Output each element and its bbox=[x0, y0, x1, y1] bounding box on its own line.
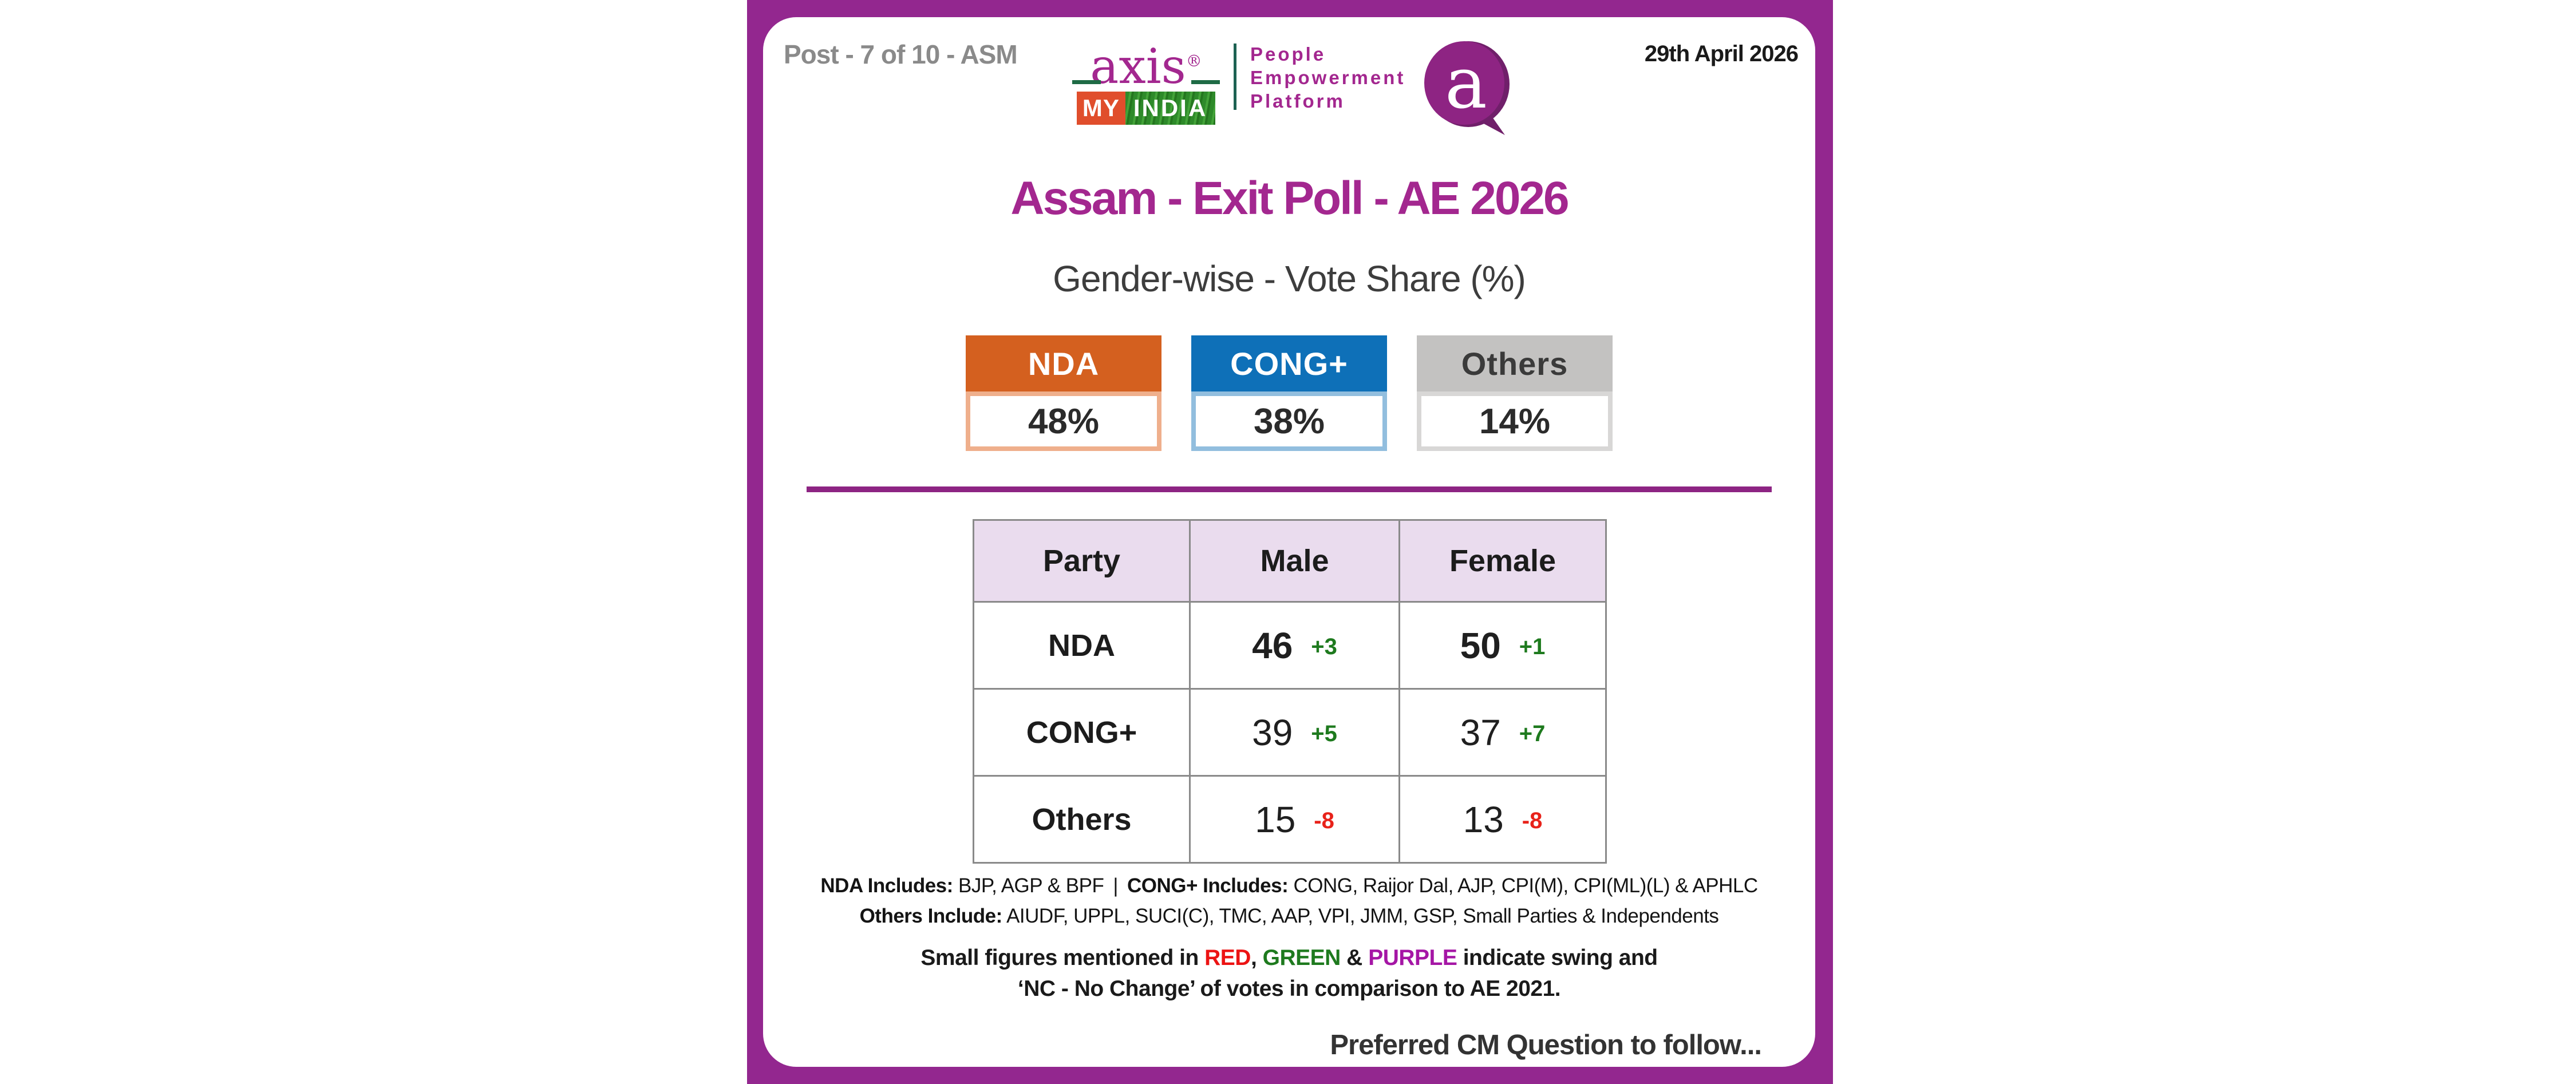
axis-wordmark-block: axis® MY INDIA bbox=[1072, 39, 1220, 125]
footnote-nda-label: NDA Includes: bbox=[820, 875, 953, 897]
footnote-separator: | bbox=[1113, 875, 1118, 897]
page-title: Assam - Exit Poll - AE 2026 bbox=[1010, 172, 1569, 224]
logo-india-box: INDIA bbox=[1125, 92, 1216, 125]
cong-male-swing: +5 bbox=[1311, 721, 1337, 746]
tagline-line-3: Platform bbox=[1250, 90, 1345, 112]
footnote-others-label: Others Include: bbox=[859, 905, 1003, 927]
disclaimer-text-2: indicate swing and bbox=[1457, 945, 1658, 970]
tagline-line-2: Empowerment bbox=[1250, 67, 1406, 88]
disclaimer-comma: , bbox=[1250, 945, 1263, 970]
logo-vertical-divider bbox=[1234, 43, 1236, 110]
row-others-male-cell: 15 -8 bbox=[1189, 775, 1398, 862]
logo-my-box: MY bbox=[1076, 92, 1125, 125]
disclaimer-green-word: GREEN bbox=[1262, 945, 1341, 970]
disclaimer-text-1: Small figures mentioned in bbox=[920, 945, 1205, 970]
speech-bubble-icon: a bbox=[1424, 41, 1510, 135]
summary-value-nda: 48% bbox=[966, 391, 1161, 451]
footnote-others-text: AIUDF, UPPL, SUCI(C), TMC, AAP, VPI, JMM… bbox=[1002, 905, 1719, 927]
infographic-card: Post - 7 of 10 - ASM 29th April 2026 axi… bbox=[763, 17, 1815, 1067]
row-cong-party: CONG+ bbox=[974, 688, 1189, 775]
row-cong-male-cell: 39 +5 bbox=[1189, 688, 1398, 775]
footnote-line-2: Others Include: AIUDF, UPPL, SUCI(C), TM… bbox=[763, 905, 1815, 928]
axis-wordmark: axis® bbox=[1090, 39, 1202, 90]
tagline-line-1: People bbox=[1250, 43, 1326, 65]
summary-value-others: 14% bbox=[1417, 391, 1613, 451]
bubble-letter: a bbox=[1445, 42, 1487, 125]
row-others-female-cell: 13 -8 bbox=[1398, 775, 1605, 862]
footnote-cong-text: CONG, Raijor Dal, AJP, CPI(M), CPI(ML)(L… bbox=[1288, 875, 1758, 897]
others-male-value: 15 bbox=[1255, 798, 1296, 840]
date-label: 29th April 2026 bbox=[1644, 41, 1799, 66]
disclaimer-purple-word: PURPLE bbox=[1368, 945, 1457, 970]
row-nda-party: NDA bbox=[974, 601, 1189, 688]
disclaimer-amp: & bbox=[1340, 945, 1369, 970]
my-india-block: MY INDIA bbox=[1076, 92, 1216, 125]
col-header-party: Party bbox=[974, 521, 1189, 601]
cong-female-value: 37 bbox=[1460, 711, 1501, 753]
disclaimer-line-2: ‘NC - No Change’ of votes in comparison … bbox=[1017, 976, 1561, 1001]
disclaimer-red-word: RED bbox=[1204, 945, 1251, 970]
summary-box-nda: NDA 48% bbox=[966, 335, 1161, 451]
axis-my-india-logo: axis® MY INDIA People Empowerment Platfo… bbox=[1072, 39, 1512, 136]
summary-label-cong: CONG+ bbox=[1191, 335, 1387, 391]
registered-trademark-icon: ® bbox=[1186, 52, 1202, 70]
row-cong-female-cell: 37 +7 bbox=[1398, 688, 1605, 775]
disclaimer-line-1: Small figures mentioned in RED, GREEN & … bbox=[763, 945, 1815, 971]
purple-frame: Post - 7 of 10 - ASM 29th April 2026 axi… bbox=[747, 0, 1833, 1084]
post-sequence-label: Post - 7 of 10 - ASM bbox=[784, 39, 1018, 69]
nda-female-swing: +1 bbox=[1519, 634, 1546, 659]
col-header-male: Male bbox=[1189, 521, 1398, 601]
row-others-party: Others bbox=[974, 775, 1189, 862]
others-female-swing: -8 bbox=[1522, 808, 1543, 833]
logo-tagline: People Empowerment Platform bbox=[1250, 42, 1405, 113]
others-female-value: 13 bbox=[1463, 798, 1504, 840]
nda-female-value: 50 bbox=[1460, 624, 1501, 666]
row-nda-female-cell: 50 +1 bbox=[1398, 601, 1605, 688]
summary-box-cong: CONG+ 38% bbox=[1191, 335, 1387, 451]
summary-label-nda: NDA bbox=[966, 335, 1161, 391]
row-nda-male-cell: 46 +3 bbox=[1189, 601, 1398, 688]
footer-note: Preferred CM Question to follow... bbox=[1330, 1030, 1762, 1061]
page-subtitle: Gender-wise - Vote Share (%) bbox=[1053, 258, 1526, 299]
nda-male-value: 46 bbox=[1252, 624, 1293, 666]
logo-underline-right bbox=[1191, 80, 1220, 84]
logo-underline-left bbox=[1072, 80, 1101, 84]
axis-word: axis bbox=[1090, 38, 1186, 94]
cong-female-swing: +7 bbox=[1519, 721, 1546, 746]
footnote-cong-label: CONG+ Includes: bbox=[1127, 875, 1289, 897]
divider-line bbox=[807, 486, 1772, 492]
nda-male-swing: +3 bbox=[1311, 634, 1337, 659]
summary-row: NDA 48% CONG+ 38% Others 14% bbox=[763, 335, 1815, 451]
others-male-swing: -8 bbox=[1314, 808, 1334, 833]
vote-share-table: Party Male Female NDA 46 +3 50 +1 CONG+ … bbox=[973, 519, 1607, 864]
footnote-nda-text: BJP, AGP & BPF bbox=[953, 875, 1104, 897]
footnote-line-1: NDA Includes: BJP, AGP & BPF | CONG+ Inclu… bbox=[763, 875, 1815, 897]
summary-value-cong: 38% bbox=[1191, 391, 1387, 451]
cong-male-value: 39 bbox=[1252, 711, 1293, 753]
col-header-female: Female bbox=[1398, 521, 1605, 601]
summary-box-others: Others 14% bbox=[1417, 335, 1613, 451]
summary-label-others: Others bbox=[1417, 335, 1613, 391]
